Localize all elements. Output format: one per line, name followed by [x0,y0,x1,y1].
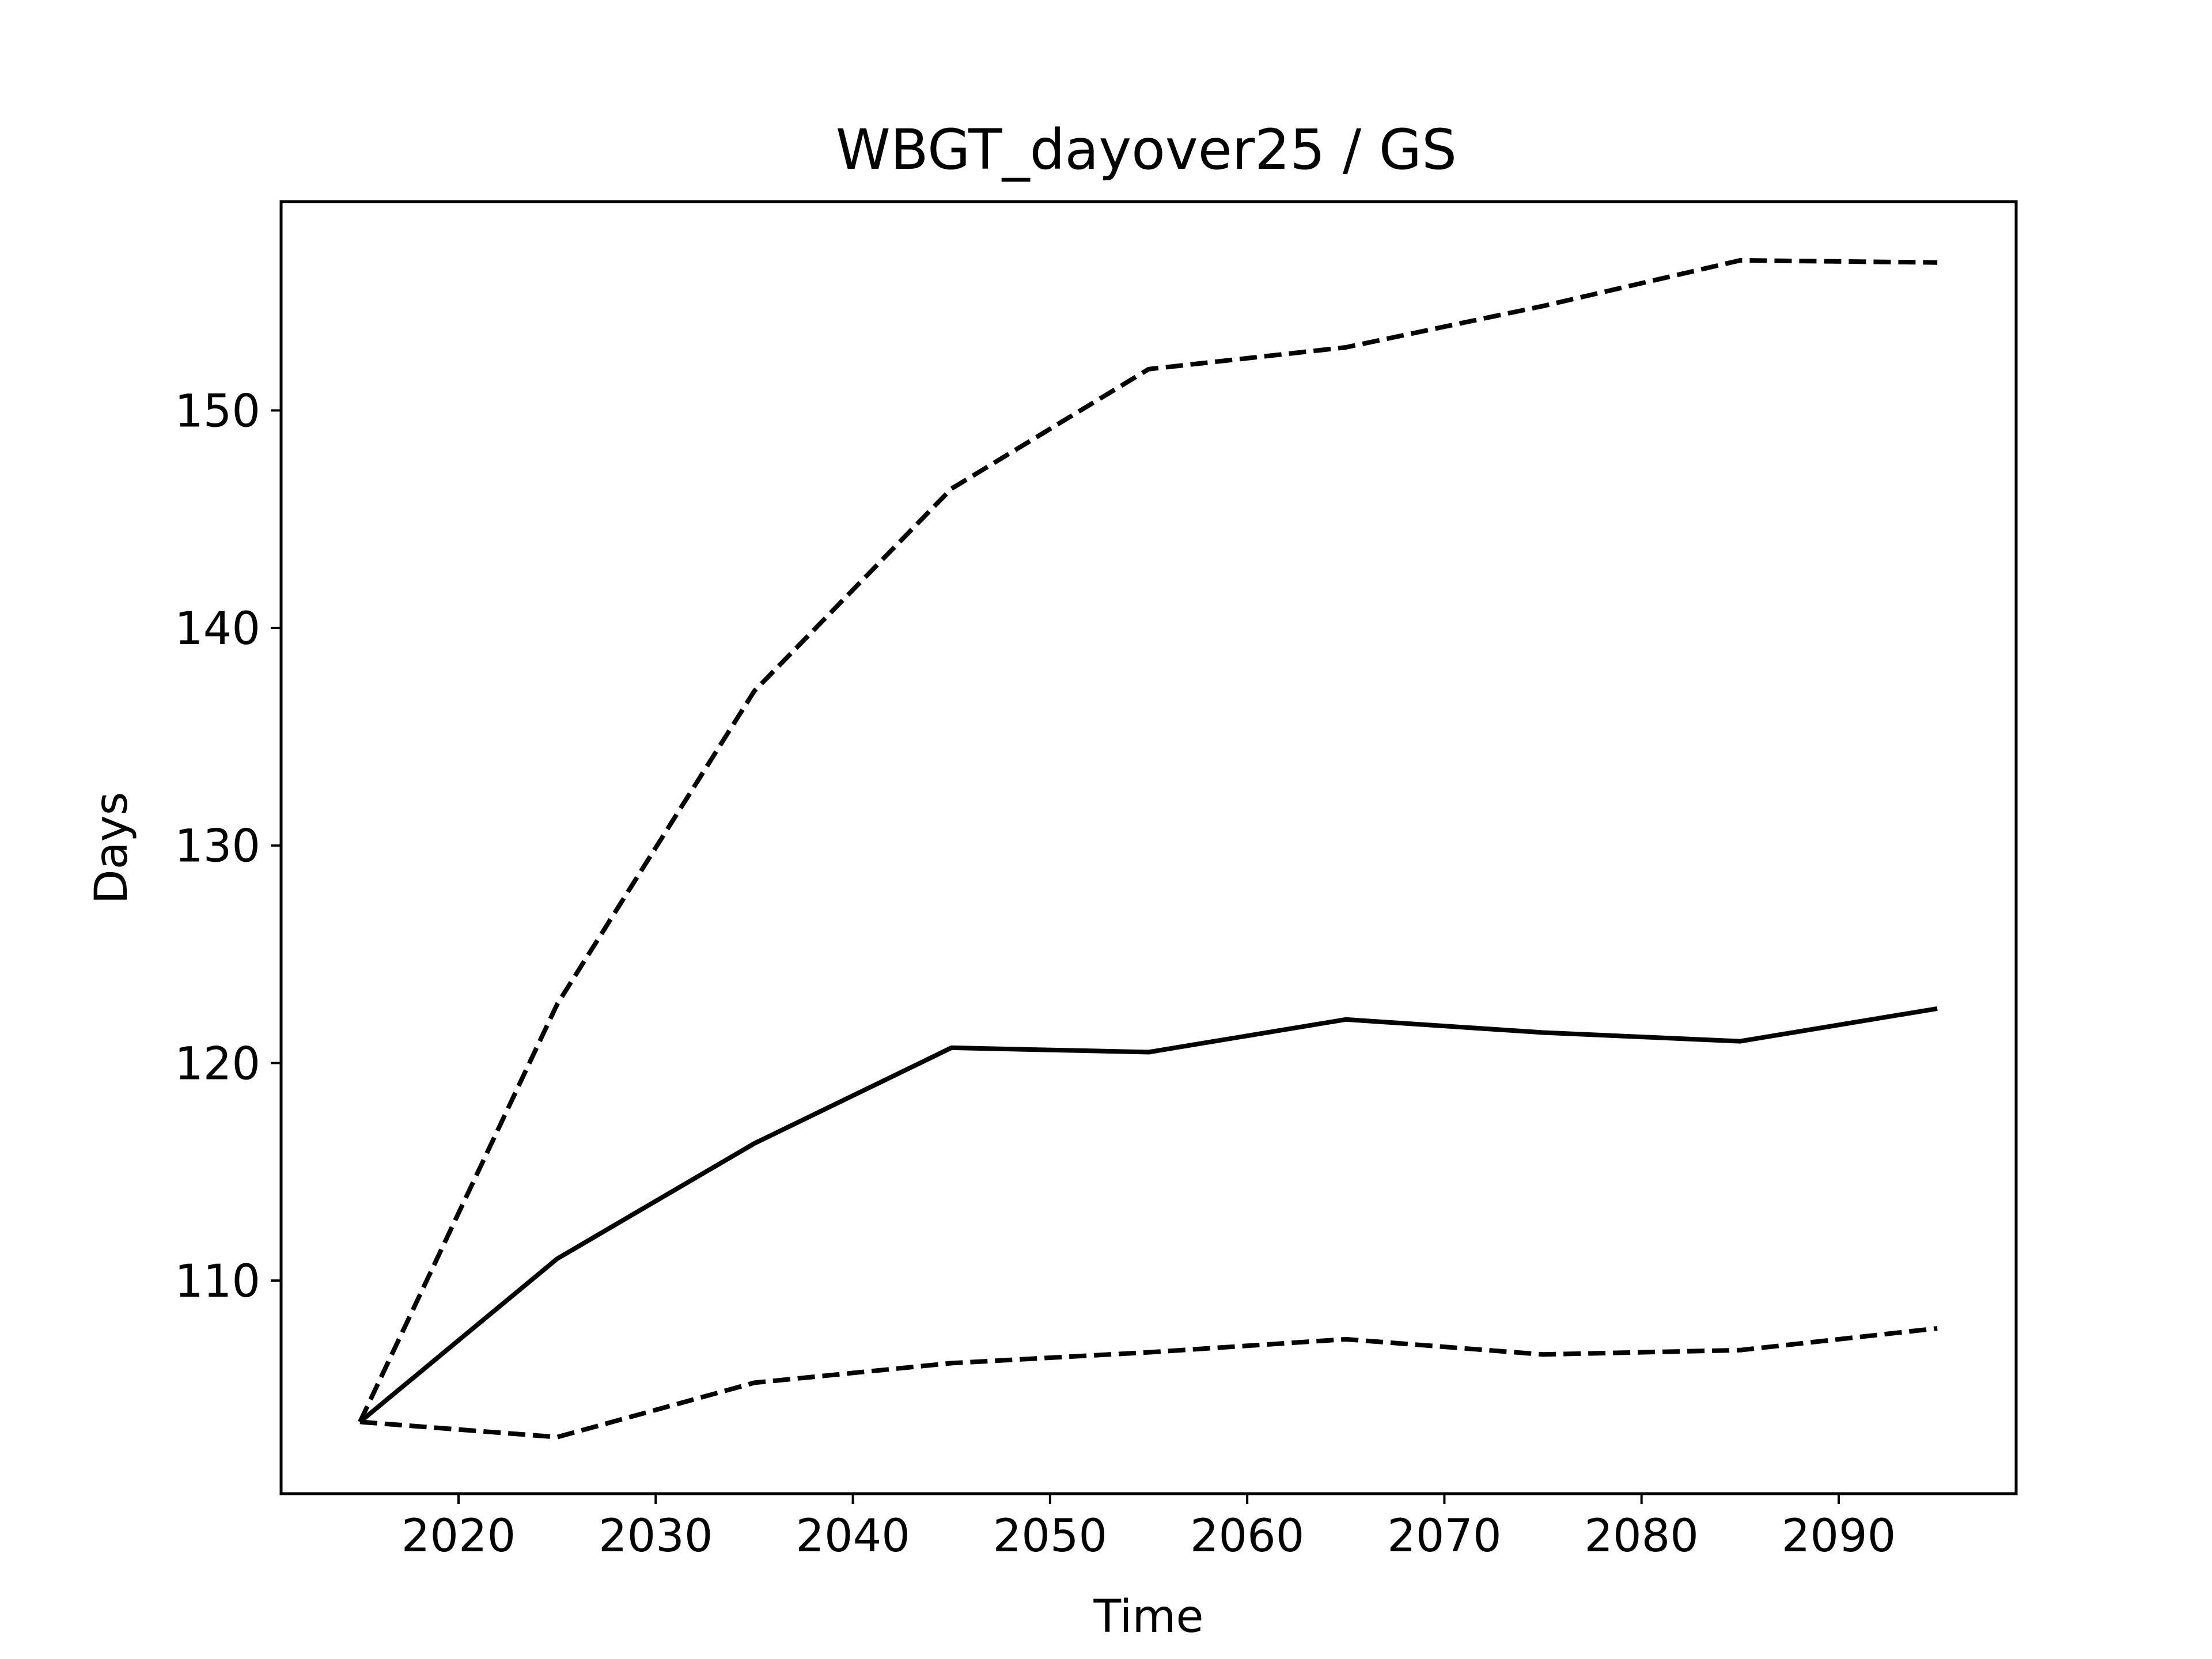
y-axis-label: Days [86,792,138,904]
plot-area-frame [279,200,2018,1495]
x-tick-label: 2060 [1190,1510,1305,1562]
x-axis: 2020 2030 2040 2050 2060 2070 2080 2090 [402,1494,1896,1562]
x-tick-label: 2070 [1387,1510,1502,1562]
x-axis-label: Time [1093,1591,1204,1643]
series-line-2 [358,258,1938,1423]
x-tick-label: 2080 [1584,1510,1699,1562]
y-tick-label: 150 [175,386,260,438]
x-tick-label: 2090 [1782,1510,1896,1562]
x-tick-label: 2050 [993,1510,1108,1562]
y-tick-label: 120 [175,1038,260,1090]
series-line-3 [359,1326,1938,1440]
series-line-1 [358,1006,1938,1424]
y-axis: 110 120 130 140 150 [175,386,281,1308]
series-layer [358,258,1938,1440]
x-tick-label: 2020 [402,1510,516,1562]
y-tick-label: 130 [175,821,260,873]
x-tick-label: 2030 [599,1510,713,1562]
y-tick-label: 140 [175,603,260,655]
y-tick-label: 110 [175,1256,260,1308]
chart-title: WBGT_dayover25 / GS [836,118,1457,182]
x-tick-label: 2040 [796,1510,910,1562]
